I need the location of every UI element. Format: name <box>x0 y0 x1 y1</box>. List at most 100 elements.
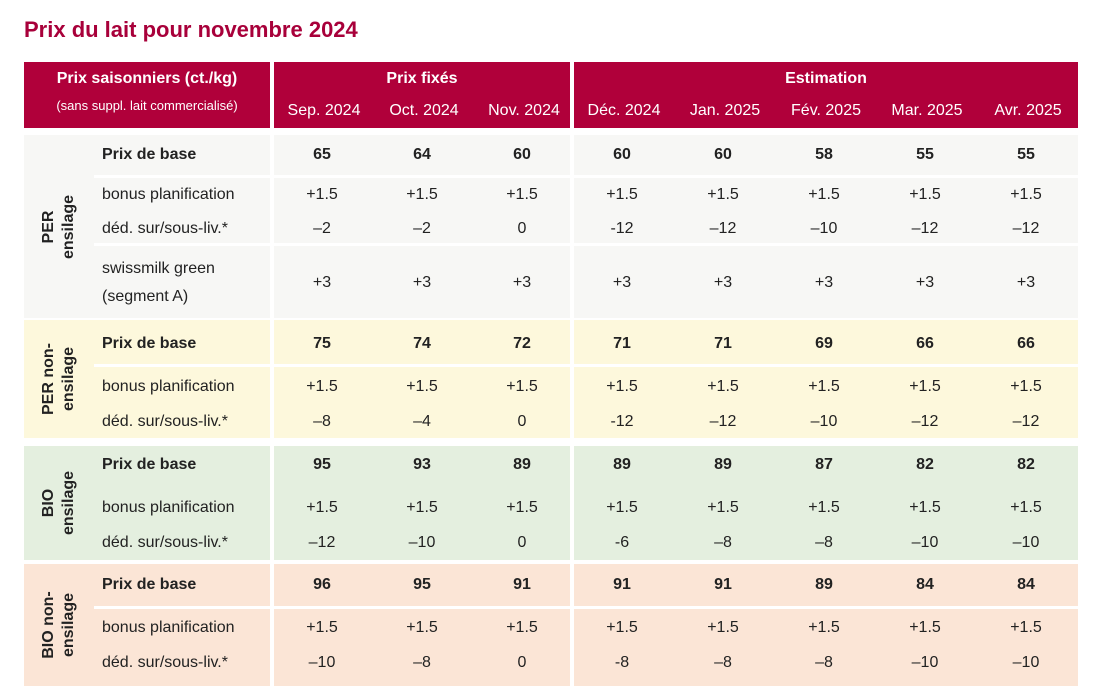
cell-value: –10 <box>308 654 336 671</box>
section-bio-non-ensilage: BIO non-ensilage Prix de base 96 95 91 9… <box>24 564 1078 686</box>
cell-value: +1.5 <box>306 378 338 395</box>
cell-value: +1.5 <box>909 619 941 636</box>
row-label: bonus planification <box>102 619 235 636</box>
cell-value: 60 <box>613 146 631 163</box>
cell-value: 93 <box>413 456 431 473</box>
cell-value: 89 <box>513 456 531 473</box>
row-label: Prix de base <box>102 146 197 163</box>
row-label: déd. sur/sous-liv.* <box>102 220 228 237</box>
section-label-line2: ensilage <box>60 346 77 412</box>
cell-value: 0 <box>517 534 527 551</box>
header-month: Nov. 2024 <box>488 102 560 119</box>
cell-value: 55 <box>916 146 934 163</box>
cell-value: -12 <box>610 413 634 430</box>
cell-value: +1.5 <box>506 186 538 203</box>
cell-value: 95 <box>413 576 431 593</box>
row-label: Prix de base <box>102 576 197 593</box>
section-label-line1: PER non- <box>40 343 57 415</box>
page-title: Prix du lait pour novembre 2024 <box>24 17 358 42</box>
cell-value: –10 <box>408 534 436 551</box>
cell-value: –10 <box>810 220 838 237</box>
cell-value: +3 <box>1016 274 1036 291</box>
row-label: bonus planification <box>102 499 235 516</box>
cell-value: +1.5 <box>1010 619 1042 636</box>
cell-value: –12 <box>1012 220 1040 237</box>
table-header: Prix saisonniers (ct./kg) (sans suppl. l… <box>24 62 1078 128</box>
cell-value: –12 <box>911 220 939 237</box>
cell-value: 65 <box>313 146 331 163</box>
cell-value: –2 <box>313 220 331 237</box>
cell-value: 96 <box>313 576 331 593</box>
cell-value: +1.5 <box>506 619 538 636</box>
header-fixed-label: Prix fixés <box>386 70 458 87</box>
cell-value: 0 <box>517 413 527 430</box>
cell-value: 87 <box>815 456 833 473</box>
cell-value: -12 <box>610 220 634 237</box>
section-label-line1: BIO <box>40 488 57 518</box>
cell-value: 66 <box>1017 335 1035 352</box>
cell-value: –8 <box>714 654 732 671</box>
section-label-line1: PER <box>40 210 57 243</box>
cell-value: –10 <box>911 534 939 551</box>
cell-value: +1.5 <box>707 378 739 395</box>
section-bio-ensilage: BIO ensilage Prix de base 95 93 89 89 89 … <box>24 446 1078 560</box>
cell-value: –8 <box>413 654 431 671</box>
cell-value: +3 <box>612 274 632 291</box>
header-month: Mar. 2025 <box>891 102 963 119</box>
row-label: déd. sur/sous-liv.* <box>102 413 228 430</box>
section-label-line2: ensilage <box>59 592 77 658</box>
cell-value: –2 <box>413 220 431 237</box>
cell-value: –4 <box>413 413 431 430</box>
cell-value: +1.5 <box>808 499 840 516</box>
section-per-non-ensilage: PER non-ensilage Prix de base 75 74 72 7… <box>24 320 1078 438</box>
header-estimate-label: Estimation <box>785 70 867 87</box>
cell-value: +1.5 <box>707 499 739 516</box>
section-label: PER ensilage <box>24 135 94 318</box>
header-main-cell: Prix saisonniers (ct./kg) (sans suppl. l… <box>24 62 270 128</box>
cell-value: –12 <box>1012 413 1040 430</box>
cell-value: +1.5 <box>306 499 338 516</box>
cell-value: +1.5 <box>406 378 438 395</box>
cell-value: +1.5 <box>606 499 638 516</box>
header-month: Avr. 2025 <box>994 102 1062 119</box>
cell-value: +3 <box>512 274 532 291</box>
cell-value: +1.5 <box>808 186 840 203</box>
cell-value: +1.5 <box>406 186 438 203</box>
header-fixed-group: Prix fixés Sep. 2024 Oct. 2024 Nov. 2024 <box>274 62 570 128</box>
row-label: bonus planification <box>102 186 235 203</box>
header-main-line2: (sans suppl. lait commercialisé) <box>56 98 238 113</box>
header-month: Oct. 2024 <box>389 102 459 119</box>
cell-value: –8 <box>815 534 833 551</box>
cell-value: –8 <box>313 413 331 430</box>
cell-value: –12 <box>709 220 737 237</box>
cell-value: +1.5 <box>406 619 438 636</box>
header-month: Sep. 2024 <box>287 102 361 119</box>
row-label: déd. sur/sous-liv.* <box>102 534 228 551</box>
row-label: swissmilk green <box>102 260 215 277</box>
header-month: Fév. 2025 <box>791 102 861 119</box>
cell-value: –8 <box>714 534 732 551</box>
cell-value: 84 <box>916 576 934 593</box>
cell-value: -8 <box>614 654 630 671</box>
cell-value: 69 <box>815 335 833 352</box>
cell-value: –10 <box>1012 534 1040 551</box>
cell-value: +1.5 <box>506 499 538 516</box>
cell-value: +1.5 <box>1010 378 1042 395</box>
cell-value: 60 <box>714 146 732 163</box>
cell-value: 58 <box>815 146 833 163</box>
cell-value: -6 <box>614 534 630 551</box>
cell-value: 75 <box>313 335 331 352</box>
cell-value: +1.5 <box>606 378 638 395</box>
header-main-line1: Prix saisonniers (ct./kg) <box>56 70 238 87</box>
cell-value: +3 <box>312 274 332 291</box>
cell-value: +1.5 <box>707 619 739 636</box>
cell-value: +3 <box>412 274 432 291</box>
cell-value: +1.5 <box>306 619 338 636</box>
cell-value: +1.5 <box>808 619 840 636</box>
cell-value: +1.5 <box>406 499 438 516</box>
cell-value: +3 <box>713 274 733 291</box>
cell-value: 91 <box>513 576 531 593</box>
cell-value: 0 <box>517 220 527 237</box>
cell-value: 89 <box>815 576 833 593</box>
cell-value: –10 <box>810 413 838 430</box>
